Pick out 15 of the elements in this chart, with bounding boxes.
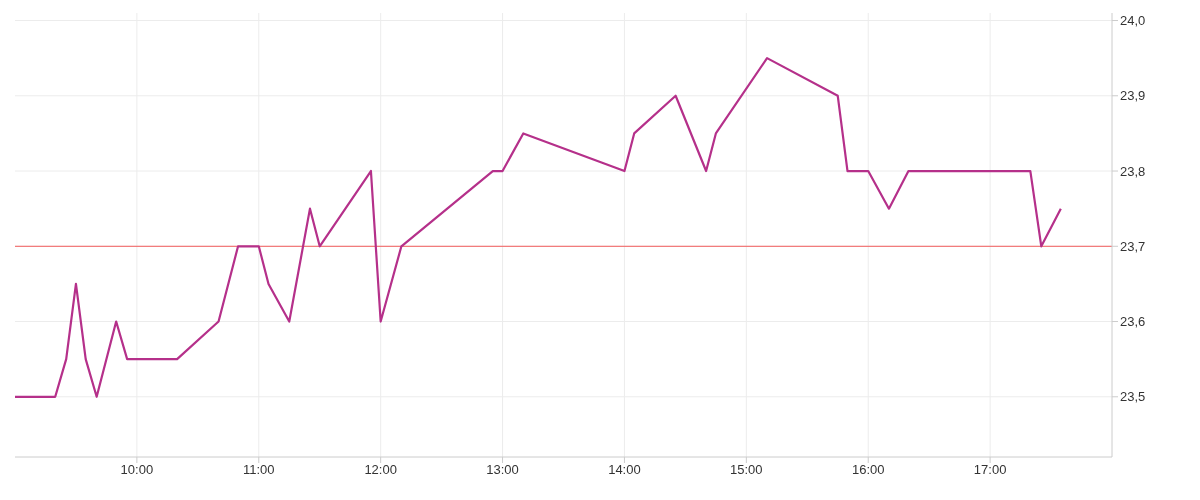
x-tick-label: 17:00	[973, 462, 1007, 478]
y-tick-label: 23,9	[1120, 88, 1146, 104]
line-series	[15, 57, 1062, 398]
y-tick-label: 23,7	[1120, 238, 1146, 254]
x-tick-label: 16:00	[851, 462, 885, 478]
y-tick-label: 24,0	[1120, 13, 1146, 29]
x-tick-label: 12:00	[364, 462, 397, 478]
x-tick-label: 15:00	[730, 462, 763, 478]
y-tick-label: 23,6	[1120, 314, 1146, 330]
x-tick-label: 11:00	[242, 462, 275, 478]
x-tick-label: 10:00	[120, 462, 154, 478]
y-tick-label: 23,8	[1120, 163, 1146, 179]
y-tick-label: 23,5	[1120, 389, 1146, 405]
x-tick-label: 14:00	[608, 462, 641, 478]
x-tick-label: 13:00	[486, 462, 519, 478]
